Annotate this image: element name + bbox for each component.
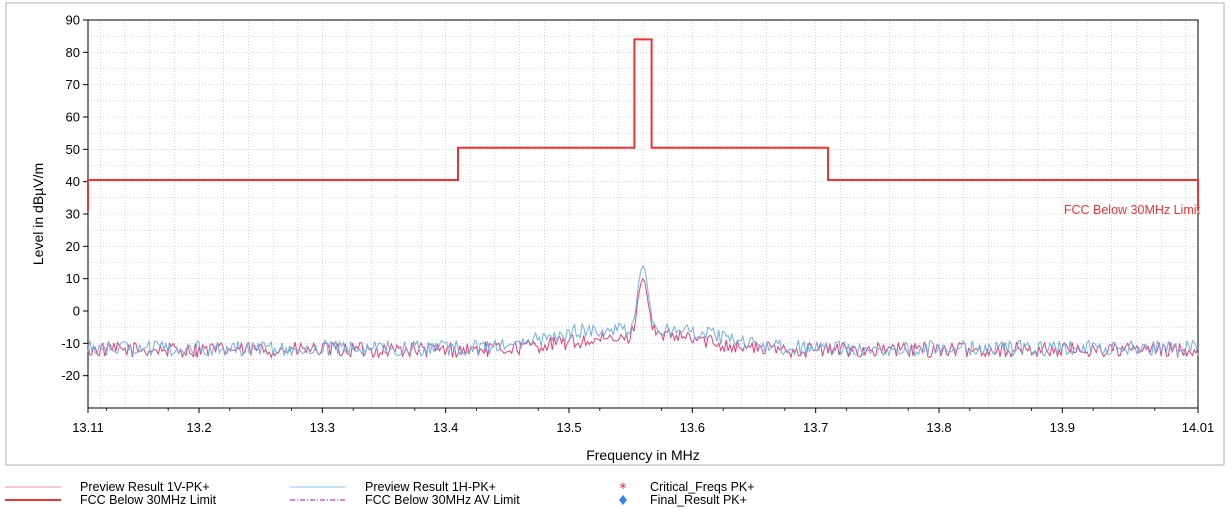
y-tick-label: 80 <box>66 45 80 60</box>
x-tick-label: 13.9 <box>1050 420 1075 435</box>
x-tick-label: 13.4 <box>433 420 458 435</box>
x-tick-label: 13.5 <box>556 420 581 435</box>
legend-label: Critical_Freqs PK+ <box>650 480 755 494</box>
y-axis-title: Level in dBµV/m <box>30 163 46 265</box>
asterisk-icon: * <box>620 481 627 497</box>
x-tick-label: 13.2 <box>186 420 211 435</box>
y-tick-label: 70 <box>66 77 80 92</box>
limit-line <box>87 38 1199 211</box>
y-tick-label: 90 <box>66 13 80 28</box>
x-tick-label: 13.8 <box>926 420 951 435</box>
series-layer <box>87 38 1199 360</box>
y-tick-label: 30 <box>66 207 80 222</box>
x-tick-label: 13.11 <box>72 420 104 435</box>
axis-ticks: 90 80 70 60 50 40 30 20 10 0 -10 -20 13.11 13.2 13.3 13… <box>61 13 1214 436</box>
y-tick-label: 60 <box>66 110 80 125</box>
grid <box>88 20 1198 408</box>
y-tick-label: 0 <box>73 304 80 319</box>
limit-annotation: FCC Below 30MHz Limit <box>1064 203 1201 217</box>
x-tick-label: 13.7 <box>803 420 828 435</box>
y-tick-label: 40 <box>66 174 80 189</box>
legend: Preview Result 1V-PK+FCC Below 30MHz Lim… <box>5 480 755 507</box>
diamond-icon <box>619 495 627 505</box>
x-tick-label: 13.3 <box>310 420 335 435</box>
y-tick-label: 20 <box>66 239 80 254</box>
chart-frame <box>5 2 1225 466</box>
legend-label: Preview Result 1H-PK+ <box>365 480 496 494</box>
x-tick-label: 14.01 <box>1182 420 1215 435</box>
legend-label: Preview Result 1V-PK+ <box>80 480 210 494</box>
y-tick-label: -10 <box>61 336 80 351</box>
y-tick-label: -20 <box>61 368 80 383</box>
legend-label: Final_Result PK+ <box>650 493 747 507</box>
y-tick-label: 50 <box>66 142 80 157</box>
x-tick-label: 13.6 <box>680 420 705 435</box>
x-axis-title: Frequency in MHz <box>586 447 700 463</box>
legend-label: FCC Below 30MHz AV Limit <box>365 493 520 507</box>
y-tick-label: 10 <box>66 271 80 286</box>
legend-label: FCC Below 30MHz Limit <box>80 493 217 507</box>
series-line-preview-1h <box>87 264 1199 358</box>
